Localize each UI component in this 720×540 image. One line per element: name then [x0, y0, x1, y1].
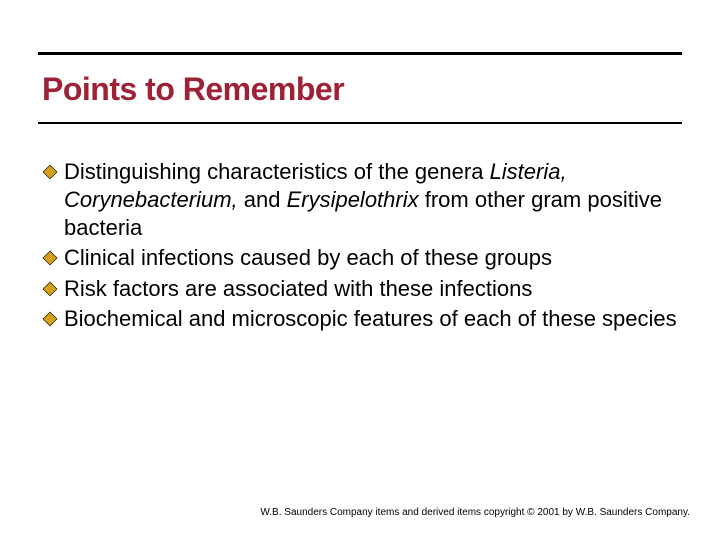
bullet-text: Clinical infections caused by each of th… — [64, 244, 552, 272]
diamond-icon — [42, 281, 58, 297]
diamond-icon — [42, 250, 58, 266]
diamond-icon — [42, 311, 58, 327]
copyright-text: W.B. Saunders Company items and derived … — [260, 507, 690, 518]
slide-title: Points to Remember — [42, 71, 682, 108]
list-item: Risk factors are associated with these i… — [42, 275, 682, 303]
bullet-list: Distinguishing characteristics of the ge… — [42, 158, 682, 335]
bullet-text: Risk factors are associated with these i… — [64, 275, 532, 303]
list-item: Clinical infections caused by each of th… — [42, 244, 682, 272]
bullet-text: Distinguishing characteristics of the ge… — [64, 158, 682, 242]
list-item: Distinguishing characteristics of the ge… — [42, 158, 682, 242]
list-item: Biochemical and microscopic features of … — [42, 305, 682, 333]
bullet-text: Biochemical and microscopic features of … — [64, 305, 677, 333]
title-block: Points to Remember — [38, 52, 682, 124]
diamond-icon — [42, 164, 58, 180]
slide: Points to Remember Distinguishing charac… — [0, 0, 720, 540]
